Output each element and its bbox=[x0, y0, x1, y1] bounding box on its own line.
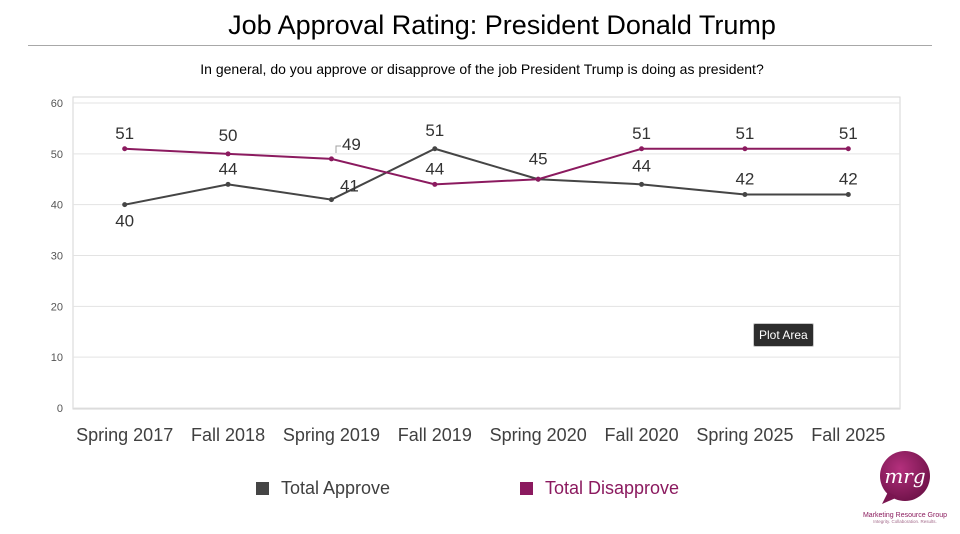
y-tick-label: 40 bbox=[51, 200, 63, 212]
company-logo: mrg Marketing Resource Group Integrity. … bbox=[858, 450, 952, 524]
data-label-approve: 41 bbox=[340, 177, 359, 196]
data-label-disapprove: 51 bbox=[735, 124, 754, 143]
legend-label-disapprove: Total Disapprove bbox=[545, 478, 680, 498]
logo-emblem: mrg bbox=[880, 451, 930, 504]
data-label-approve: 44 bbox=[219, 159, 238, 178]
legend-swatch-disapprove bbox=[520, 482, 533, 495]
x-tick-label: Spring 2019 bbox=[283, 425, 380, 445]
data-point-approve bbox=[639, 181, 645, 187]
data-point-approve bbox=[432, 146, 438, 152]
legend-label-approve: Total Approve bbox=[281, 478, 391, 498]
data-label-approve: 51 bbox=[425, 121, 444, 140]
logo-monogram: mrg bbox=[884, 464, 925, 488]
y-tick-label: 0 bbox=[57, 403, 63, 415]
data-label-disapprove: 51 bbox=[839, 124, 858, 143]
data-point-disapprove bbox=[742, 146, 748, 152]
series-line-disapprove bbox=[124, 147, 849, 186]
data-point-disapprove bbox=[225, 151, 231, 157]
data-label-disapprove: 49 bbox=[342, 135, 361, 154]
y-tick-label: 50 bbox=[51, 149, 63, 161]
logo-company-name: Marketing Resource Group bbox=[862, 512, 948, 519]
y-tick-label: 60 bbox=[51, 98, 63, 110]
legend-item-approve[interactable]: Total Approve bbox=[256, 478, 390, 499]
data-point-disapprove bbox=[845, 146, 851, 152]
data-label-disapprove: 51 bbox=[632, 124, 651, 143]
data-point-approve bbox=[328, 197, 334, 203]
data-point-disapprove bbox=[639, 146, 645, 152]
y-tick-label: 10 bbox=[51, 352, 63, 364]
data-label-disapprove: 44 bbox=[425, 159, 444, 178]
plot-area-frame[interactable] bbox=[72, 96, 901, 410]
data-label-approve: 42 bbox=[735, 170, 754, 189]
x-tick-label: Spring 2020 bbox=[490, 425, 587, 445]
legend-item-disapprove[interactable]: Total Disapprove bbox=[520, 478, 679, 499]
chart-subtitle: In general, do you approve or disapprove… bbox=[200, 61, 764, 77]
x-tick-label: Spring 2025 bbox=[696, 425, 793, 445]
y-tick-label: 20 bbox=[51, 301, 63, 313]
logo-tagline: Integrity. Collaboration. Results. bbox=[873, 519, 937, 524]
data-point-disapprove bbox=[328, 156, 334, 162]
data-label-leader-line bbox=[335, 145, 341, 153]
chart-title: Job Approval Rating: President Donald Tr… bbox=[228, 10, 776, 40]
data-point-disapprove bbox=[432, 181, 438, 187]
data-label-disapprove: 50 bbox=[219, 126, 238, 145]
data-point-approve bbox=[225, 181, 231, 187]
data-label-approve: 45 bbox=[529, 149, 548, 168]
data-label-approve: 44 bbox=[632, 156, 651, 175]
plot-area-tooltip: Plot Area bbox=[753, 323, 814, 347]
data-point-approve bbox=[742, 192, 748, 197]
x-tick-label: Fall 2019 bbox=[398, 425, 472, 445]
x-tick-label: Fall 2025 bbox=[811, 425, 885, 445]
data-label-disapprove: 51 bbox=[115, 124, 134, 143]
data-label-approve: 42 bbox=[839, 170, 858, 189]
data-label-approve: 40 bbox=[115, 212, 134, 231]
title-divider bbox=[28, 45, 932, 46]
x-tick-label: Spring 2017 bbox=[76, 425, 173, 445]
data-point-disapprove bbox=[535, 176, 541, 182]
legend-swatch-approve bbox=[256, 482, 269, 495]
data-point-disapprove bbox=[122, 146, 128, 152]
data-point-approve bbox=[122, 202, 128, 208]
x-tick-label: Fall 2018 bbox=[191, 425, 265, 445]
x-tick-label: Fall 2020 bbox=[605, 425, 679, 445]
data-point-approve bbox=[845, 192, 851, 197]
y-tick-label: 30 bbox=[51, 251, 63, 263]
series-line-approve bbox=[124, 147, 849, 206]
